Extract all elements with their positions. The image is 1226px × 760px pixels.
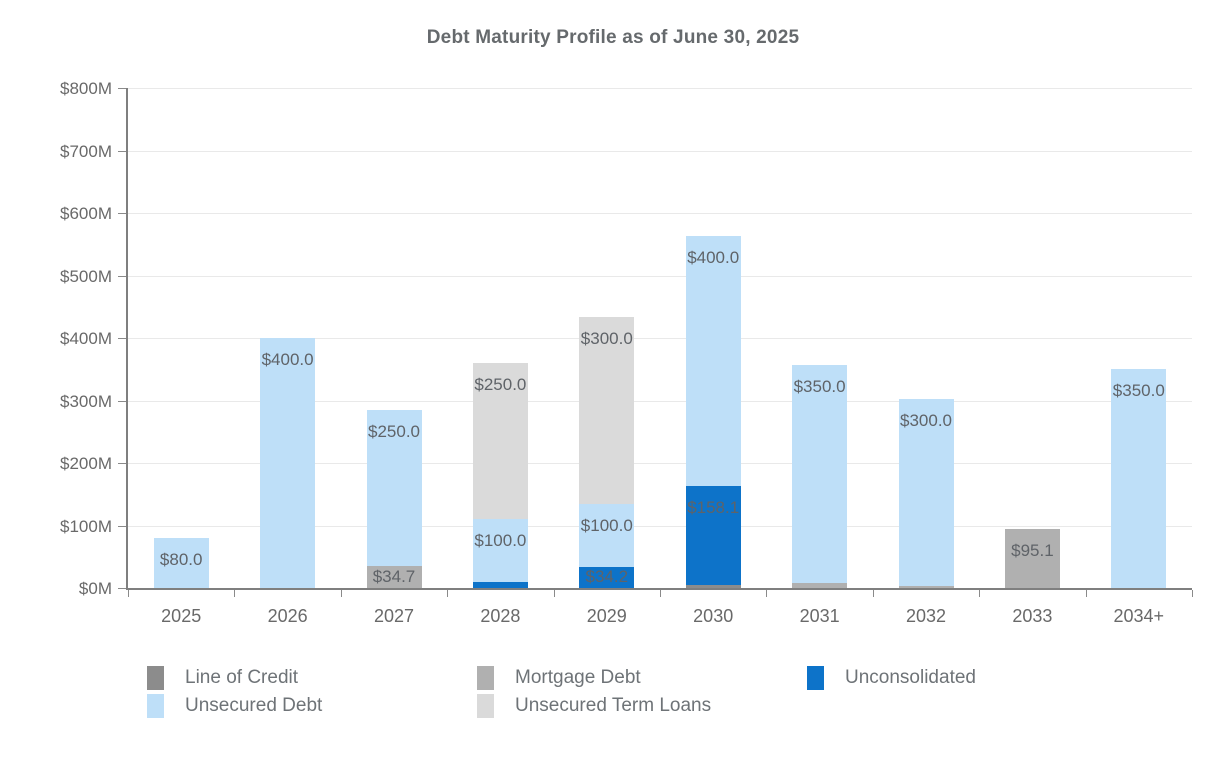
gridline xyxy=(128,88,1192,89)
x-axis-tick xyxy=(872,590,874,597)
x-axis-tick xyxy=(340,590,342,597)
legend-item[interactable]: Unsecured Debt xyxy=(147,692,322,720)
x-axis-tick xyxy=(979,590,981,597)
category-label: 2034+ xyxy=(1113,606,1165,626)
y-axis-tick-label: $600M xyxy=(60,204,112,223)
x-axis-tick xyxy=(766,590,768,597)
legend-item[interactable]: Unconsolidated xyxy=(807,664,976,692)
category-label: 2025 xyxy=(161,606,202,626)
legend-label: Unsecured Debt xyxy=(185,695,323,716)
y-axis-tick xyxy=(118,525,126,527)
category-label: 2026 xyxy=(267,606,308,626)
x-axis-tick xyxy=(447,590,449,597)
y-axis-tick-label: $200M xyxy=(60,454,112,473)
legend-item[interactable]: Line of Credit xyxy=(147,664,322,692)
category-label: 2028 xyxy=(480,606,521,626)
bar-segment[interactable] xyxy=(685,485,741,585)
bar-segment[interactable] xyxy=(579,566,635,588)
gridline xyxy=(128,213,1192,214)
legend-column: Line of Credit Unsecured Debt xyxy=(147,664,322,720)
category-label: 2031 xyxy=(799,606,840,626)
y-axis-tick-label: $100M xyxy=(60,516,112,536)
gridline xyxy=(128,150,1192,152)
chart-title: Debt Maturity Profile as of June 30, 202… xyxy=(426,27,800,48)
gridline xyxy=(128,463,1192,464)
x-axis-line xyxy=(126,588,1192,590)
gridline xyxy=(128,400,1192,402)
y-axis-tick-label: $300M xyxy=(60,391,112,411)
y-axis-line xyxy=(126,88,128,590)
category-label: 2032 xyxy=(905,606,947,626)
legend-label: Mortgage Debt xyxy=(515,667,641,688)
bar-segment[interactable] xyxy=(792,364,848,584)
bar-segment[interactable] xyxy=(472,362,528,519)
y-axis-tick xyxy=(118,400,126,402)
chart-legend: Line of Credit Unsecured Debt Mortgage Deb… xyxy=(0,664,1226,734)
bar-segment[interactable] xyxy=(1004,528,1060,588)
x-axis-tick xyxy=(660,590,661,597)
legend-swatch xyxy=(147,694,164,718)
x-axis-tick xyxy=(234,590,236,597)
legend-swatch xyxy=(147,666,164,690)
bar-segment[interactable] xyxy=(366,566,422,588)
legend-label: Unconsolidated xyxy=(845,667,976,688)
y-axis-tick-label: $700M xyxy=(60,141,112,161)
y-axis-tick-label: $0M xyxy=(78,579,112,598)
x-axis-tick xyxy=(553,590,555,597)
gridline xyxy=(128,275,1192,277)
category-label: 2030 xyxy=(693,606,734,626)
bar-segment[interactable] xyxy=(472,581,528,588)
bar-segment[interactable] xyxy=(579,504,635,567)
legend-swatch xyxy=(807,666,824,690)
bar-segment[interactable] xyxy=(898,398,954,587)
bar-segment[interactable] xyxy=(472,519,528,582)
category-label: 2029 xyxy=(586,606,627,626)
gridline xyxy=(128,338,1192,339)
y-axis-tick xyxy=(118,213,126,214)
y-axis-tick xyxy=(118,338,126,339)
y-axis-tick-label: $800M xyxy=(60,79,112,98)
x-axis-tick xyxy=(1085,590,1087,597)
x-axis-tick xyxy=(128,590,129,597)
legend-column: Unconsolidated xyxy=(807,664,976,692)
y-axis-tick xyxy=(118,588,126,589)
bar-segment[interactable] xyxy=(792,583,848,588)
category-label: 2027 xyxy=(373,606,415,626)
y-axis-tick-label: $500M xyxy=(60,266,112,286)
bar-segment[interactable] xyxy=(366,410,422,567)
gridline xyxy=(128,525,1192,527)
bar-segment[interactable] xyxy=(685,584,741,588)
legend-label: Line of Credit xyxy=(185,667,299,688)
legend-swatch xyxy=(477,666,494,690)
bar-segment[interactable] xyxy=(685,235,741,486)
bar-segment[interactable] xyxy=(1111,369,1167,588)
y-axis-tick xyxy=(118,275,126,277)
y-axis-tick xyxy=(118,88,126,89)
legend-item[interactable]: Unsecured Term Loans xyxy=(477,692,711,720)
legend-swatch xyxy=(477,694,494,718)
y-axis-tick-label: $400M xyxy=(60,329,112,348)
legend-item[interactable]: Mortgage Debt xyxy=(477,664,711,692)
y-axis-tick xyxy=(118,150,126,152)
bar-segment[interactable] xyxy=(579,316,635,505)
category-label: 2033 xyxy=(1012,606,1053,626)
bar-segment[interactable] xyxy=(898,586,954,588)
legend-column: Mortgage Debt Unsecured Term Loans xyxy=(477,664,711,720)
bar-segment[interactable] xyxy=(153,538,209,588)
legend-label: Unsecured Term Loans xyxy=(515,695,712,716)
bar-segment[interactable] xyxy=(260,338,316,588)
x-axis-tick xyxy=(1192,590,1193,597)
y-axis-tick xyxy=(118,463,126,464)
